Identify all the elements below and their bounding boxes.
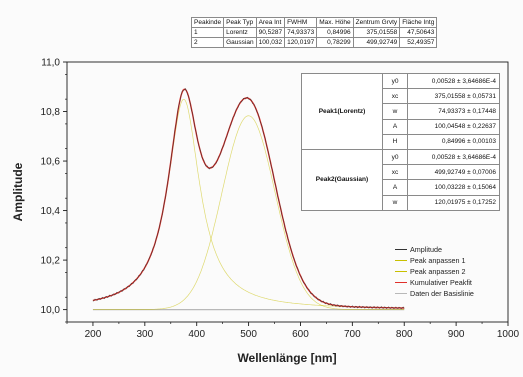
legend-label: Peak anpassen 1 [410,256,466,265]
peak-table-cell: 47,50643 [399,27,438,38]
peak-table-cell: 1 [190,27,225,38]
peak-table-cell: Gaussian [223,37,257,48]
param-value: 120,01975 ± 0,17252 [407,194,500,211]
x-axis-ticks: 200 300 400 500 600 700 800 900 1000 [66,322,520,340]
legend-swatch [395,282,407,283]
param-value: 0,00528 ± 3,64686E-4 [407,148,500,166]
peak-table-header: Area Int [255,17,286,28]
x-tick-label: 1000 [497,329,520,340]
param-value: 499,92749 ± 0,07006 [407,164,500,181]
peak-table-cell: 74,93373 [284,27,318,38]
legend-swatch [395,293,407,294]
param-value: 0,84996 ± 0,00103 [407,133,500,150]
peak-table-cell: 120,0197 [284,37,318,48]
peak-table-cell: Lorentz [223,27,257,38]
y-axis-label: Amplitude [11,162,25,221]
legend-swatch [395,271,407,272]
param-name: y0 [382,72,408,90]
peak-table-row: 1 Lorentz 90,5287 74,93373 0,84996 375,0… [190,27,438,38]
param-row: A 100,03228 ± 0,15064 [302,179,500,196]
x-tick-label: 300 [136,329,153,340]
peak-table-cell: 52,49357 [399,37,438,48]
legend-label: Amplitude [410,245,442,254]
param-row: Peak1(Lorentz) y0 0,00528 ± 3,64686E-4 [301,72,500,150]
legend-item: Daten der Basislinie [395,288,474,299]
legend-item: Amplitude [395,244,474,255]
y-tick-label: 10,6 [41,157,61,168]
param-name: A [382,118,408,135]
peak-summary-table: Peakinde Peak Typ Area Int FWHM Max. Höh… [190,17,438,48]
peak-table-header: Max. Höhe [316,17,354,28]
param-name: xc [382,88,408,105]
y-tick-label: 10,4 [41,206,61,217]
param-group-label: Peak1(Lorentz) [301,73,383,150]
peak-table-header: Peak Typ [223,17,257,28]
peak-table-cell: 2 [190,37,225,48]
legend-item: Peak anpassen 2 [395,266,474,277]
peak-table-header-row: Peakinde Peak Typ Area Int FWHM Max. Höh… [190,17,438,28]
legend-item: Kumulativer Peakfit [395,277,474,288]
param-row: Peak2(Gaussian) y0 0,00528 ± 3,64686E-4 [301,148,500,211]
x-tick-label: 800 [396,329,413,340]
peak-table-cell: 375,01558 [352,27,401,38]
param-value: 100,04548 ± 0,22637 [407,118,500,135]
y-axis-ticks: 10,0 10,2 10,4 10,6 10,8 11,0 [41,58,67,323]
peak-table-cell: 499,92749 [352,37,401,48]
param-name: w [382,194,408,211]
y-tick-label: 10,8 [41,107,61,118]
peak-fit-2-line [92,115,405,310]
legend-item: Peak anpassen 1 [395,255,474,266]
param-name: H [382,133,408,150]
x-tick-label: 600 [292,329,309,340]
legend-label: Daten der Basislinie [410,289,474,298]
peak-table-header: Fläche Intg [399,17,438,28]
x-tick-label: 700 [344,329,361,340]
peak-table-header: Peakinde [190,17,225,28]
param-value: 0,00528 ± 3,64686E-4 [407,72,500,90]
legend-label: Kumulativer Peakfit [410,278,472,287]
peak-table-header: Zentrum Grvty [352,17,401,28]
param-name: w [382,103,408,120]
amplitude-line [92,88,405,310]
fit-parameter-table: Peak1(Lorentz) y0 0,00528 ± 3,64686E-4 x… [301,72,500,211]
y-tick-label: 11,0 [41,58,60,69]
legend-swatch [395,249,407,250]
peak-table-cell: 100,032 [255,37,286,48]
legend-swatch [395,260,407,261]
peak-table-header: FWHM [284,17,318,28]
x-axis-label: Wellenlänge [nm] [237,351,336,365]
peak-table-cell: 0,84996 [316,27,354,38]
chart-legend: Amplitude Peak anpassen 1 Peak anpassen … [395,244,474,299]
x-tick-label: 200 [85,329,102,340]
peak-table-cell: 90,5287 [255,27,286,38]
y-tick-label: 10,0 [41,305,61,316]
y-tick-label: 10,2 [41,256,61,267]
param-name: A [382,179,408,196]
peak-table-cell: 0,78299 [316,37,354,48]
legend-label: Peak anpassen 2 [410,267,466,276]
param-row: w 120,01975 ± 0,17252 [302,194,500,211]
param-group-label: Peak2(Gaussian) [301,148,383,211]
x-tick-label: 400 [188,329,205,340]
param-name: y0 [382,148,408,166]
series-layer [92,88,405,311]
peak-table-row: 2 Gaussian 100,032 120,0197 0,78299 499,… [190,37,438,48]
param-name: xc [382,164,408,181]
x-tick-label: 900 [448,329,465,340]
param-value: 74,93373 ± 0,17448 [407,103,500,120]
param-value: 100,03228 ± 0,15064 [407,179,500,196]
param-value: 375,01558 ± 0,05731 [407,88,500,105]
x-tick-label: 500 [240,329,257,340]
